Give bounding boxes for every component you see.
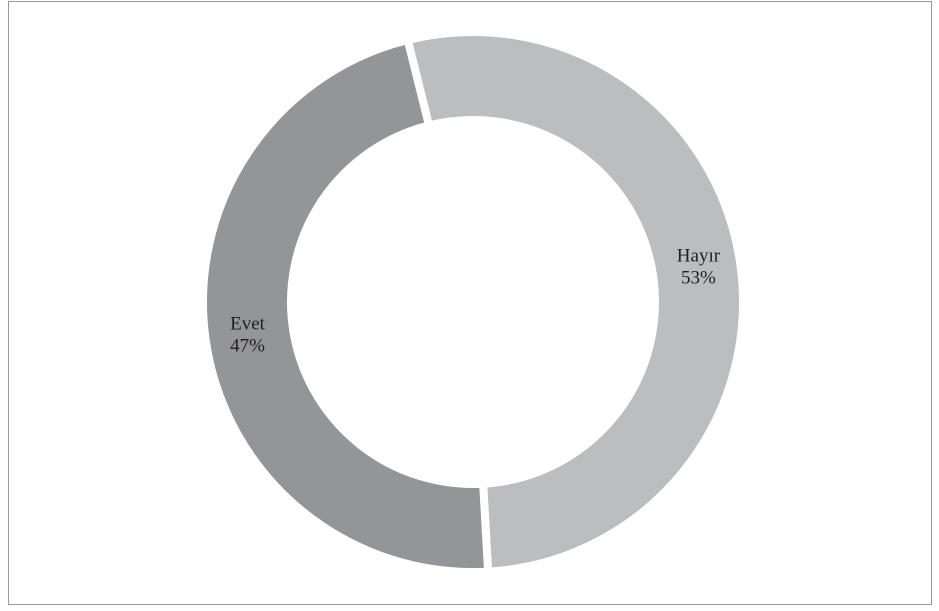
slice-label: Evet [230,313,266,334]
donut-slice [402,28,747,576]
donut-slice [199,35,493,576]
slice-value-label: 47% [230,335,265,356]
slice-value-label: 53% [681,267,716,288]
slice-label: Hayır [677,245,721,266]
